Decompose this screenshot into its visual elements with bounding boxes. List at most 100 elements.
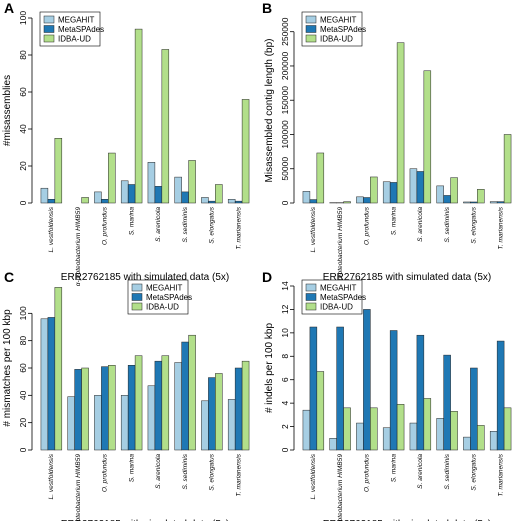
x-category-label: α-proteobacterium HIMB59 <box>337 454 344 521</box>
y-tick-label: 12 <box>280 304 290 314</box>
bar-megahit <box>382 181 391 204</box>
bar-megahit <box>120 180 129 204</box>
legend-label: MetaSPAdes <box>320 293 366 302</box>
bar-metaspades <box>443 195 451 204</box>
y-tick-label: 2 <box>280 424 290 429</box>
bar-idba-ud <box>215 373 223 451</box>
bar-megahit <box>463 436 471 451</box>
legend-swatch <box>305 34 317 43</box>
y-tick-label: 60 <box>18 87 28 97</box>
bar-megahit <box>489 201 498 204</box>
bar-metaspades <box>127 184 136 204</box>
x-category-label: L. vestfoldensis <box>48 453 55 499</box>
bar-idba-ud <box>477 189 485 204</box>
bar-metaspades <box>47 317 56 451</box>
bar-idba-ud <box>241 360 250 451</box>
bar-metaspades <box>496 201 505 204</box>
legend-swatch <box>131 293 143 301</box>
legend-label: MEGAHIT <box>320 16 357 25</box>
bar-idba-ud <box>54 287 63 451</box>
y-tick-label: 50000 <box>280 157 290 181</box>
legend-swatch <box>305 25 317 33</box>
panel-letter: C <box>4 269 14 285</box>
bar-metaspades <box>208 200 216 204</box>
bar-metaspades <box>336 326 344 451</box>
bar-megahit <box>40 318 49 451</box>
bar-idba-ud <box>370 407 378 451</box>
x-category-label: α-proteobacterium HIMB59 <box>75 207 82 287</box>
bar-metaspades <box>181 191 189 204</box>
panel-b: B 0 50000 100000 150000 200000 250000 Misassemb… <box>262 0 512 286</box>
bar-idba-ud <box>161 355 170 451</box>
bar-metaspades <box>181 341 189 451</box>
bar-metaspades <box>389 182 398 204</box>
y-tick-label: 80 <box>18 50 28 60</box>
bar-metaspades <box>416 334 425 451</box>
bar-idba-ud <box>134 28 143 204</box>
bar-idba-ud <box>370 176 378 204</box>
y-tick-label: 0 <box>18 200 28 205</box>
legend-swatch <box>305 302 317 311</box>
y-tick-label: 100000 <box>280 120 290 149</box>
legend-swatch <box>43 34 55 43</box>
legend-label: MEGAHIT <box>320 284 357 293</box>
bar-metaspades <box>47 199 56 204</box>
bar-megahit <box>227 399 236 451</box>
bar-megahit <box>147 385 156 451</box>
y-tick-label: 0 <box>280 200 290 205</box>
y-tick-label: 200000 <box>280 52 290 81</box>
x-category-label: T. marianensis <box>235 453 242 496</box>
bar-megahit <box>409 168 418 204</box>
y-tick-label: 100 <box>18 11 28 25</box>
bar-megahit <box>463 201 471 204</box>
x-category-labels: L. vestfoldensis α-proteobacterium HIMB59… <box>310 206 504 286</box>
bar-idba-ud <box>450 411 458 451</box>
y-tick-label: 0 <box>280 447 290 452</box>
y-tick-label: 6 <box>280 377 290 382</box>
bars <box>302 42 512 204</box>
bar-idba-ud <box>215 184 223 204</box>
bar-idba-ud <box>81 367 89 451</box>
bar-metaspades <box>74 369 82 451</box>
legend-swatch <box>305 15 317 24</box>
x-category-label: α-proteobacterium HIMB59 <box>337 207 344 287</box>
bar-metaspades <box>154 360 163 451</box>
bar-megahit <box>489 431 498 451</box>
x-category-label: S. elongatus <box>209 453 216 490</box>
bar-metaspades <box>309 326 318 451</box>
y-tick-label: 4 <box>280 401 290 406</box>
bar-idba-ud <box>423 398 432 451</box>
y-axis: 0 20 40 60 80 100 <box>18 11 33 205</box>
bar-metaspades <box>234 200 243 204</box>
y-tick-label: 8 <box>280 354 290 359</box>
panel-letter: A <box>4 0 14 16</box>
bar-idba-ud <box>316 152 325 204</box>
legend-swatch <box>43 15 55 24</box>
bar-idba-ud <box>81 197 89 204</box>
y-tick-label: 0 <box>18 447 28 452</box>
y-tick-label: 40 <box>18 124 28 134</box>
bar-megahit <box>201 400 209 451</box>
bar-megahit <box>147 162 156 204</box>
x-axis-title: ERR2762185 with simulated data (5x) <box>323 272 491 283</box>
bar-idba-ud <box>241 99 250 204</box>
legend-label: MEGAHIT <box>58 16 95 25</box>
x-category-label: O. profundus <box>364 453 371 492</box>
bar-idba-ud <box>161 49 170 204</box>
x-category-label: O. profundus <box>364 206 371 245</box>
bar-metaspades <box>496 340 505 451</box>
panel-letter: D <box>262 269 272 285</box>
bar-megahit <box>120 395 129 451</box>
legend-swatch <box>131 283 143 292</box>
bars <box>40 28 250 204</box>
bar-metaspades <box>363 197 371 204</box>
bar-metaspades <box>389 330 398 451</box>
x-category-label: S. arenicola <box>155 207 162 242</box>
x-category-label: S. marina <box>128 454 135 483</box>
bar-metaspades <box>234 367 243 451</box>
bar-idba-ud <box>316 371 325 451</box>
bar-metaspades <box>470 201 478 204</box>
